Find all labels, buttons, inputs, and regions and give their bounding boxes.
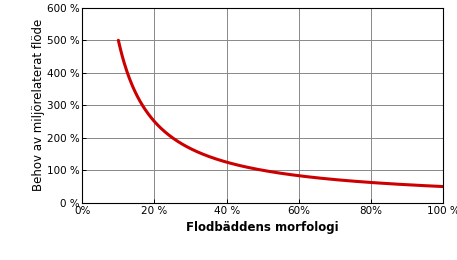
Y-axis label: Behov av miljörelaterat flöde: Behov av miljörelaterat flöde <box>32 19 45 191</box>
X-axis label: Flodbäddens morfologi: Flodbäddens morfologi <box>186 221 339 234</box>
